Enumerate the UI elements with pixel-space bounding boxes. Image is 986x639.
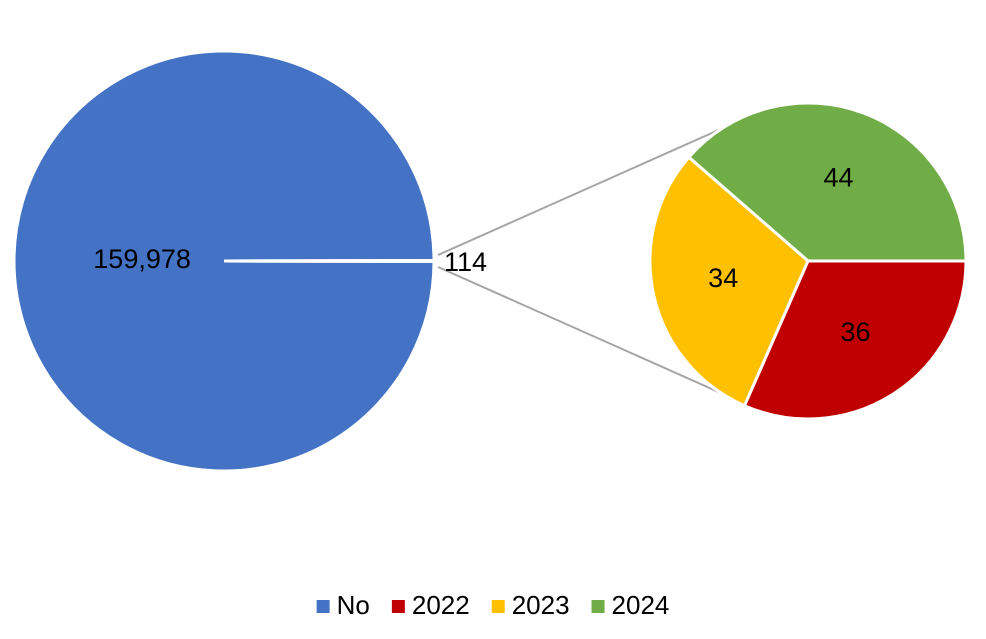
legend-swatch <box>591 600 605 613</box>
data-label: 114 <box>444 247 487 277</box>
legend-label: No <box>337 590 370 620</box>
pie-slice <box>223 259 436 263</box>
legend-label: 2024 <box>612 590 670 620</box>
legend-swatch <box>316 600 330 613</box>
data-label: 36 <box>841 317 871 347</box>
pie-slice <box>648 155 810 408</box>
connector <box>437 127 723 256</box>
data-label: 44 <box>823 163 853 193</box>
legend-label: 2022 <box>412 590 470 620</box>
pie-slice <box>12 49 436 473</box>
pie-slice <box>686 101 968 263</box>
pie-slice <box>742 259 968 421</box>
data-label: 34 <box>708 263 738 293</box>
data-label: 159,978 <box>93 244 191 274</box>
legend-label: 2023 <box>512 590 570 620</box>
legend-swatch <box>391 600 405 613</box>
legend-swatch <box>491 600 505 613</box>
connector <box>437 266 723 395</box>
